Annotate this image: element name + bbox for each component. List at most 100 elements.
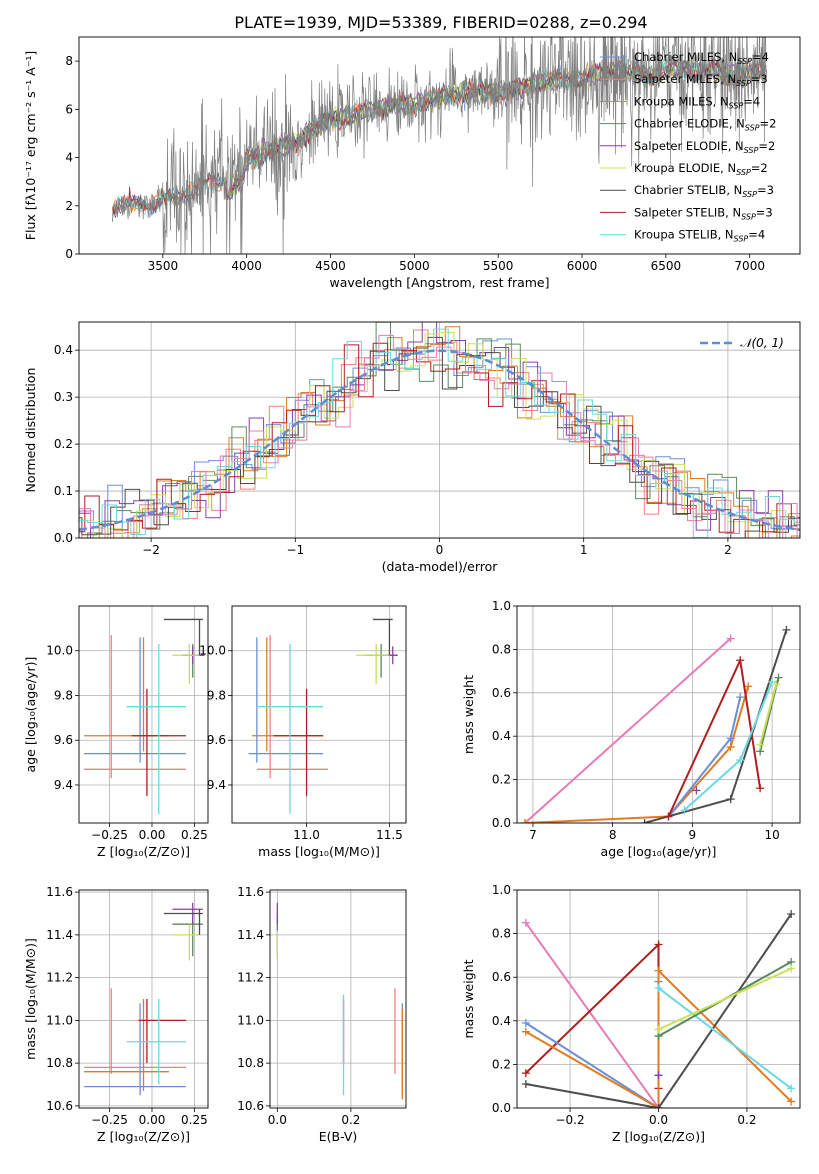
legend-subscript: SSP bbox=[736, 168, 751, 177]
x-tick-label: 7000 bbox=[734, 259, 765, 273]
x-tick-label: 2 bbox=[724, 543, 732, 557]
series-line bbox=[524, 922, 660, 1108]
legend-subscript: SSP bbox=[729, 101, 744, 110]
x-tick-label: 3500 bbox=[148, 259, 179, 273]
x-tick-label: 0.2 bbox=[341, 1113, 360, 1127]
legend-suffix: =2 bbox=[751, 161, 768, 175]
data-spectrum-line bbox=[112, 37, 767, 254]
series-chabrier-stelib bbox=[640, 625, 791, 823]
y-tick-label: 1.0 bbox=[492, 599, 511, 613]
series-salpeter-stelib bbox=[664, 656, 765, 821]
panel-age-vs-Z: −0.25 0.00 0.25 9.4 9.6 9.8 10.0 Z [log₁₀(Z/Z⊙)… bbox=[23, 605, 209, 859]
histogram-kroupa-stelib bbox=[79, 328, 800, 538]
errorbar-chabrier-stelib bbox=[163, 618, 203, 656]
series-chabrier-miles bbox=[521, 977, 663, 1108]
legend-entry: Salpeter MILES, NSSP=3 bbox=[634, 72, 768, 88]
legend-entry: Salpeter STELIB, NSSP=3 bbox=[634, 205, 773, 221]
x-tick-label: −0.25 bbox=[91, 828, 128, 842]
errorbar-chabrier-miles bbox=[248, 637, 324, 763]
x-axis-label: Z [log₁₀(Z/Z⊙)] bbox=[97, 1129, 190, 1144]
legend-suffix: =4 bbox=[752, 50, 769, 64]
series-marker bbox=[664, 812, 673, 821]
legend: 𝒩(0, 1) bbox=[700, 336, 784, 350]
plot-area bbox=[112, 37, 767, 254]
x-tick-label: 5000 bbox=[399, 259, 430, 273]
y-tick-label: 11.0 bbox=[237, 1013, 264, 1027]
y-tick-label: 9.4 bbox=[54, 778, 73, 792]
y-tick-label: 0 bbox=[65, 247, 73, 261]
y-tick-label: 9.8 bbox=[207, 688, 226, 702]
x-tick-label: 10 bbox=[764, 828, 779, 842]
y-tick-label: 0.0 bbox=[54, 531, 73, 545]
errorbar-salpeter-stelib bbox=[138, 999, 186, 1064]
x-tick-label: −0.25 bbox=[91, 1113, 128, 1127]
plot-area bbox=[248, 618, 398, 815]
errorbar-kroupa-elodie bbox=[172, 924, 200, 961]
errorbar-kroupa-stelib bbox=[126, 999, 186, 1085]
y-tick-label: 0.8 bbox=[492, 927, 511, 941]
panel-spectrum: 3500 4000 4500 5000 5500 6000 6500 7000 0 2 4 6 8 wav… bbox=[23, 36, 801, 290]
x-tick-label: 0 bbox=[436, 543, 444, 557]
x-tick-label: 0.2 bbox=[737, 1113, 756, 1127]
x-tick-label: 0.00 bbox=[139, 1113, 166, 1127]
y-axis-label: Flux [fλ10⁻¹⁷ erg cm⁻² s⁻¹ A⁻¹] bbox=[23, 51, 38, 240]
series-marker bbox=[521, 1027, 530, 1036]
x-tick-label: −0.2 bbox=[555, 1113, 584, 1127]
panel-massweight-vs-Z: −0.2 0.0 0.2 0.0 0.2 0.4 0.6 0.8 1.0 Z [log₁₀(Z/Z… bbox=[461, 883, 801, 1144]
series-marker bbox=[654, 940, 663, 949]
y-tick-label: 8 bbox=[65, 54, 73, 68]
x-tick-label: 9 bbox=[689, 828, 697, 842]
y-tick-label: 0.2 bbox=[492, 773, 511, 787]
y-tick-label: 0.8 bbox=[492, 642, 511, 656]
y-tick-label: 11.0 bbox=[46, 1013, 73, 1027]
legend-suffix: =3 bbox=[756, 205, 773, 219]
panel-massweight-vs-age: 7 8 9 10 0.0 0.2 0.4 0.6 0.8 1.0 age [log₁₀(age/yr… bbox=[461, 599, 801, 859]
errorbar-kroupa-miles bbox=[251, 637, 324, 752]
y-axis-label: mass weight bbox=[461, 959, 476, 1038]
x-axis-label: mass [log₁₀(M/M⊙)] bbox=[258, 844, 380, 859]
y-tick-label: 0.4 bbox=[54, 343, 73, 357]
series-marker bbox=[680, 805, 689, 814]
legend-subscript: SSP bbox=[745, 124, 760, 133]
panel-residuals: −2 −1 0 1 2 0.0 0.1 0.2 0.3 0.4 (data-model)/error… bbox=[23, 321, 801, 574]
histogram-salpeter-elodie bbox=[79, 322, 800, 538]
histogram-chabrier-stelib bbox=[79, 336, 800, 538]
plot-area bbox=[276, 902, 403, 1100]
series-marker bbox=[726, 634, 735, 643]
legend-suffix: =4 bbox=[743, 94, 760, 108]
x-tick-label: 8 bbox=[609, 828, 617, 842]
errorbar-kroupa-elodie bbox=[356, 644, 390, 685]
y-tick-label: 0.4 bbox=[492, 1014, 511, 1028]
errorbar-kroupa-miles bbox=[84, 999, 169, 1091]
series-marker bbox=[782, 625, 791, 634]
y-tick-label: 9.4 bbox=[207, 778, 226, 792]
x-tick-label: 1 bbox=[580, 543, 588, 557]
series-marker bbox=[787, 1084, 796, 1093]
y-tick-label: 10.8 bbox=[46, 1056, 73, 1070]
x-tick-label: −2 bbox=[142, 543, 160, 557]
gaussian-curve bbox=[79, 349, 800, 532]
plot-frame bbox=[516, 605, 801, 824]
plot-frame bbox=[78, 889, 209, 1109]
series-line bbox=[658, 967, 792, 1031]
plot-area bbox=[84, 902, 203, 1096]
errorbar-kroupa-stelib bbox=[126, 644, 186, 815]
legend-entry: Kroupa ELODIE, NSSP=2 bbox=[634, 161, 768, 177]
series-pink bbox=[520, 634, 735, 823]
y-tick-label: 2 bbox=[65, 199, 73, 213]
errorbar-kroupa-miles bbox=[84, 637, 169, 752]
legend-subscript: SSP bbox=[736, 79, 751, 88]
y-tick-label: 11.6 bbox=[46, 885, 73, 899]
y-tick-label: 10.6 bbox=[237, 1099, 264, 1113]
series-marker bbox=[787, 1097, 796, 1106]
y-tick-label: 11.4 bbox=[46, 928, 73, 942]
x-tick-label: 0.25 bbox=[181, 1113, 208, 1127]
series-chabrier-stelib bbox=[521, 909, 796, 1108]
x-axis-label: E(B-V) bbox=[319, 1129, 358, 1144]
y-tick-label: 0.3 bbox=[54, 390, 73, 404]
errorbar-chabrier-stelib bbox=[372, 618, 393, 656]
series-marker bbox=[520, 819, 529, 823]
series-marker bbox=[744, 682, 753, 691]
legend-suffix: =4 bbox=[748, 228, 765, 242]
